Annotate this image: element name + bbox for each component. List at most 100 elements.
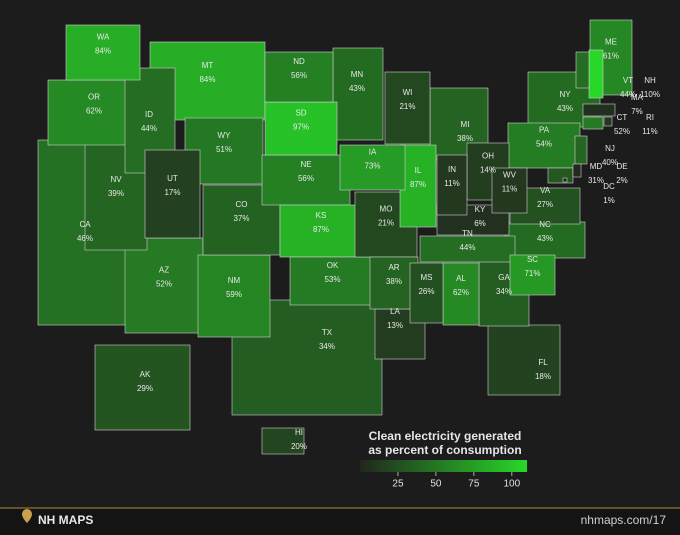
state [261, 427, 305, 455]
state-value: 6% [474, 219, 486, 228]
state-abbr: VA [540, 186, 551, 195]
state-abbr: HI [295, 428, 303, 437]
state-abbr: LA [390, 307, 400, 316]
state-value: 87% [313, 225, 329, 234]
state-abbr: DE [616, 162, 627, 171]
state [507, 122, 581, 169]
state-abbr: MN [351, 70, 364, 79]
state-value: 34% [319, 342, 335, 351]
logo [22, 509, 32, 523]
state-abbr: PA [539, 126, 550, 135]
labels: WA 84% OR 62% CA 46% ID 44% NV 39% MT 84% WY 51% UT 17%… [77, 33, 660, 452]
state [279, 204, 363, 258]
state-abbr: ND [293, 57, 305, 66]
legend: 25 50 75 100 [392, 472, 521, 490]
state-abbr: NJ [605, 144, 615, 153]
state [582, 116, 604, 130]
state-value: 43% [537, 234, 553, 243]
state [409, 262, 444, 324]
state [442, 262, 480, 326]
state [289, 256, 376, 306]
state-value: 17% [164, 188, 180, 197]
state-value: 40% [602, 158, 618, 167]
state-value: 56% [291, 71, 307, 80]
state-abbr: WA [97, 33, 110, 42]
state-abbr: MS [421, 273, 433, 282]
state-value: 54% [536, 140, 552, 149]
state-value: 56% [298, 174, 314, 183]
state-value: 44% [459, 243, 475, 252]
colorbar-tick-label: 25 [392, 479, 404, 490]
state [572, 163, 582, 178]
state [547, 167, 574, 184]
state-abbr: IN [448, 165, 456, 174]
state-value: 31% [588, 176, 604, 185]
state-value: 7% [631, 107, 643, 116]
state [94, 344, 191, 431]
state [603, 116, 613, 127]
colorbar-tick-label: 50 [430, 479, 442, 490]
state-value: 27% [537, 200, 553, 209]
state-abbr: MD [590, 162, 603, 171]
state-abbr: MO [380, 205, 393, 214]
state [65, 24, 141, 81]
state-abbr: NY [559, 90, 571, 99]
state-abbr: SC [527, 255, 538, 264]
state [575, 51, 590, 89]
state-value: 38% [457, 134, 473, 143]
state-value: 53% [324, 275, 340, 284]
state-abbr: KY [475, 205, 486, 214]
state-abbr: ID [145, 110, 153, 119]
state-value: 11% [444, 179, 459, 188]
state-value: 52% [156, 280, 172, 289]
state-value: 14% [480, 166, 496, 175]
colorbar [360, 460, 527, 472]
state-value: 18% [535, 372, 551, 381]
state-value: 110% [640, 90, 660, 99]
state [436, 154, 468, 216]
state-value: 97% [293, 123, 309, 132]
state-abbr: TN [462, 229, 473, 238]
state-value: 11% [502, 185, 517, 194]
state-abbr: NC [539, 220, 551, 229]
state [332, 47, 384, 141]
state-value: 29% [137, 384, 153, 393]
state-value: 59% [226, 290, 242, 299]
state-value: 44% [620, 90, 636, 99]
state-abbr: MT [202, 61, 214, 70]
legend-title: as percent of consumption [368, 443, 521, 457]
state-abbr: CO [236, 200, 248, 209]
state-value: 37% [233, 214, 249, 223]
state [144, 149, 201, 239]
brand: NH MAPS [38, 513, 93, 527]
state-value: 73% [364, 162, 380, 171]
state-abbr: VT [623, 76, 633, 85]
state-abbr: WI [403, 88, 413, 97]
state-abbr: ME [605, 38, 617, 47]
state-abbr: UT [167, 174, 178, 183]
state-abbr: OH [482, 152, 494, 161]
state [487, 324, 561, 396]
state [261, 154, 351, 206]
state-abbr: DC [603, 182, 615, 191]
state-abbr: MA [631, 93, 644, 102]
state-value: 21% [399, 102, 415, 111]
state-value: 21% [378, 219, 394, 228]
state [197, 254, 271, 338]
state-value: 71% [524, 269, 540, 278]
state-abbr: AZ [159, 266, 169, 275]
state-abbr: AK [140, 370, 151, 379]
state-abbr: GA [498, 273, 510, 282]
state-abbr: NE [300, 160, 311, 169]
state-abbr: SD [295, 109, 306, 118]
state-value: 51% [216, 145, 232, 154]
state-value: 62% [453, 288, 469, 297]
state-abbr: IL [415, 166, 422, 175]
state-value: 26% [418, 287, 434, 296]
state-abbr: OK [327, 261, 339, 270]
state-abbr: RI [646, 113, 654, 122]
state [491, 167, 528, 214]
state [264, 101, 338, 156]
state-value: 61% [603, 52, 619, 61]
state [124, 237, 204, 334]
